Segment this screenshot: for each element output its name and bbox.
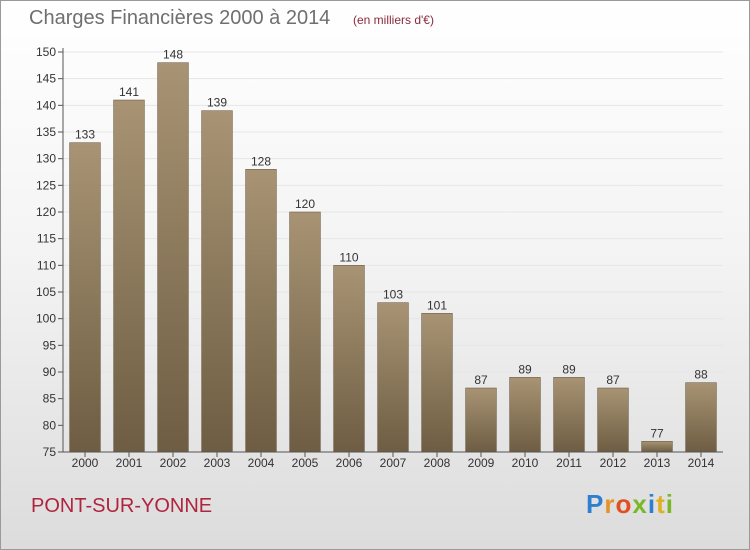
- bar-2010: [509, 377, 541, 453]
- logo-letter: o: [615, 489, 633, 519]
- y-tick-label: 150: [36, 45, 56, 59]
- bars: 133 141 148 139 128 120 110 103 101 87 89 89 87 77 88: [69, 48, 717, 453]
- y-tick-label: 140: [36, 98, 56, 112]
- data-label-2001: 141: [119, 85, 139, 99]
- y-tick-label: 130: [36, 152, 56, 166]
- data-label-2007: 103: [383, 288, 403, 302]
- x-tick-label-2014: 2014: [688, 456, 715, 470]
- data-label-2008: 101: [427, 298, 447, 312]
- x-tick-label-2010: 2010: [512, 456, 539, 470]
- bar-2004: [245, 169, 277, 453]
- bar-2006: [333, 265, 365, 453]
- bar-2003: [201, 110, 233, 453]
- logo-letter: x: [632, 489, 648, 519]
- y-tick-label: 120: [36, 205, 56, 219]
- data-label-2014: 88: [694, 368, 708, 382]
- chart-title: Charges Financières 2000 à 2014: [29, 7, 331, 29]
- y-tick-label: 85: [43, 392, 57, 406]
- data-label-2006: 110: [339, 250, 358, 264]
- x-tick-label-2012: 2012: [600, 456, 627, 470]
- axes: 75 80 85 90 95 100 105 110 115 120 125 130 135 140 145…: [36, 45, 723, 470]
- bar-2012: [597, 387, 629, 453]
- bar-2000: [69, 142, 101, 453]
- bar-2011: [553, 377, 585, 453]
- data-label-2010: 89: [518, 362, 532, 376]
- commune-name: PONT-SUR-YONNE: [31, 495, 213, 517]
- bar-2005: [289, 211, 321, 453]
- data-label-2005: 120: [295, 197, 315, 211]
- y-tick-label: 135: [36, 125, 56, 139]
- y-tick-label: 125: [36, 178, 56, 192]
- x-tick-label-2008: 2008: [424, 456, 451, 470]
- y-tick-label: 145: [36, 72, 56, 86]
- x-tick-label-2007: 2007: [380, 456, 407, 470]
- x-tick-label-2002: 2002: [160, 456, 187, 470]
- data-label-2013: 77: [650, 426, 664, 440]
- y-tick-label: 75: [43, 445, 57, 459]
- x-tick-label-2009: 2009: [468, 456, 495, 470]
- bar-2007: [377, 302, 409, 453]
- x-tick-label-2000: 2000: [72, 456, 99, 470]
- data-label-2000: 133: [75, 128, 95, 142]
- y-tick-label: 95: [43, 338, 57, 352]
- bar-2009: [465, 387, 497, 453]
- y-tick-label: 110: [37, 258, 56, 272]
- data-label-2002: 148: [163, 48, 183, 62]
- bar-2001: [113, 99, 145, 453]
- logo-letter: i: [665, 489, 674, 519]
- x-tick-label-2003: 2003: [204, 456, 231, 470]
- data-label-2003: 139: [207, 96, 227, 110]
- y-tick-label: 115: [37, 232, 56, 246]
- data-label-2012: 87: [606, 373, 620, 387]
- data-label-2009: 87: [474, 373, 488, 387]
- x-tick-label-2004: 2004: [248, 456, 275, 470]
- x-tick-label-2013: 2013: [644, 456, 671, 470]
- logo-letter: P: [586, 489, 605, 519]
- bar-2002: [157, 62, 189, 453]
- x-tick-label-2011: 2011: [556, 456, 582, 470]
- x-tick-label-2005: 2005: [292, 456, 319, 470]
- x-tick-label-2006: 2006: [336, 456, 363, 470]
- proxiti-logo[interactable]: Proxiti: [586, 489, 674, 520]
- logo-letter: t: [656, 489, 666, 519]
- y-tick-label: 80: [43, 418, 57, 432]
- logo-letter: i: [647, 489, 657, 519]
- x-tick-label-2001: 2001: [116, 456, 143, 470]
- bar-2013: [641, 441, 673, 453]
- y-tick-label: 105: [36, 285, 56, 299]
- y-tick-label: 100: [36, 312, 56, 326]
- bar-2008: [421, 313, 453, 453]
- chart-subtitle: (en milliers d'€): [353, 13, 434, 27]
- bar-2014: [685, 382, 717, 453]
- y-tick-label: 90: [43, 365, 57, 379]
- data-label-2004: 128: [251, 154, 271, 168]
- logo-letter: r: [604, 489, 616, 519]
- data-label-2011: 89: [562, 362, 576, 376]
